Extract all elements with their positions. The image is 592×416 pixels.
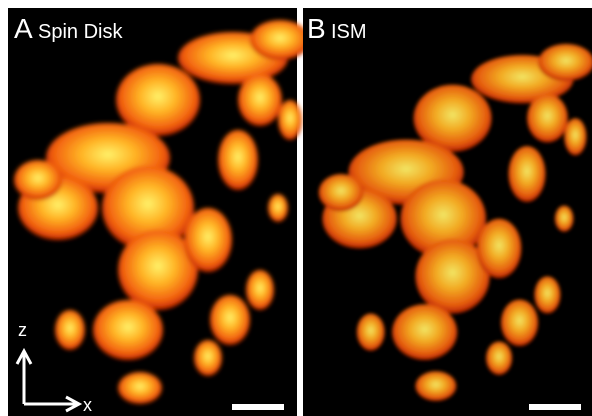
panel-letter: B bbox=[307, 13, 326, 44]
figure: A Spin Disk z x B ISM bbox=[0, 0, 592, 416]
axis-label: z bbox=[18, 320, 27, 340]
panel-label: ISM bbox=[331, 21, 367, 43]
scale-bar bbox=[232, 404, 284, 410]
axis-label: x bbox=[83, 395, 92, 415]
page: A Spin Disk z x B ISM (() => { const dat… bbox=[0, 0, 592, 416]
panel-label: Spin Disk bbox=[38, 21, 123, 43]
panel-a: A Spin Disk z x bbox=[8, 8, 310, 416]
scale-bar bbox=[529, 404, 581, 410]
panel-letter: A bbox=[14, 13, 33, 44]
panel-b: B ISM bbox=[303, 8, 592, 416]
